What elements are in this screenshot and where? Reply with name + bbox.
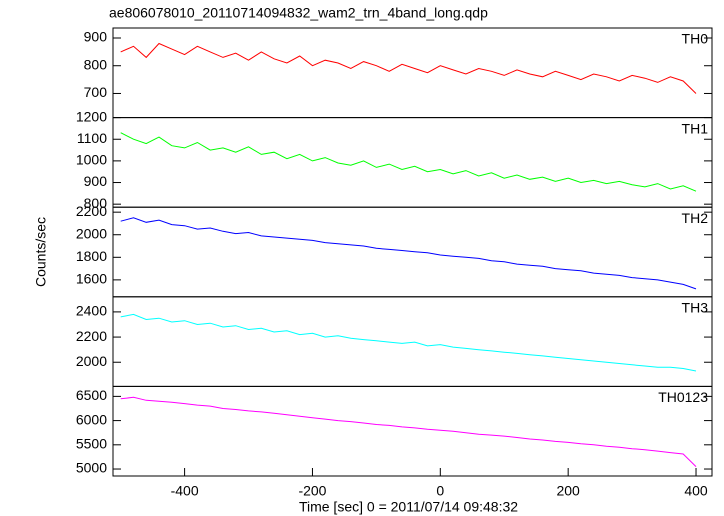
y-tick-label: 800 [84,195,108,211]
data-line [120,132,697,192]
x-tick-label: -400 [171,483,199,499]
series-label: TH1 [682,120,709,136]
data-line [120,42,697,94]
y-tick-label: 5500 [76,436,107,452]
y-tick-label: 1100 [77,130,107,146]
y-tick-label: 2000 [76,225,107,241]
panel-frame [112,385,713,477]
y-tick-label: 5000 [76,460,107,476]
panel-frame [112,296,713,387]
series-label: TH0 [682,31,709,47]
y-tick-label: 1000 [76,152,107,168]
panel-frame [112,206,713,298]
series-label: TH3 [682,300,709,316]
data-line [120,313,697,372]
y-axis-label: Counts/sec [33,217,49,287]
x-axis-label: Time [sec] 0 = 2011/07/14 09:48:32 [299,499,518,515]
y-tick-label: 2000 [76,353,107,369]
y-tick-label: 800 [84,56,108,72]
series-label: TH0123 [658,389,708,405]
y-tick-label: 2200 [76,203,107,219]
y-tick-label: 6000 [76,411,107,427]
y-tick-label: 2400 [76,303,107,319]
series-label: TH2 [682,210,709,226]
x-tick-label: -200 [298,483,326,499]
data-line [120,217,697,290]
y-tick-label: 900 [84,173,108,189]
data-line [120,396,697,467]
x-tick-label: 0 [436,483,444,499]
y-tick-label: 2200 [76,328,107,344]
y-tick-label: 900 [84,29,108,45]
chart-title: ae806078010_20110714094832_wam2_trn_4ban… [109,5,488,21]
x-tick-label: 400 [684,483,708,499]
y-tick-label: 700 [84,84,108,100]
panel-frame [112,117,713,208]
y-tick-label: 1800 [76,248,107,264]
y-tick-label: 1600 [76,271,107,287]
panel-frame [112,27,713,119]
x-tick-label: 200 [556,483,580,499]
y-tick-label: 6500 [76,387,107,403]
y-tick-label: 1200 [76,108,107,124]
